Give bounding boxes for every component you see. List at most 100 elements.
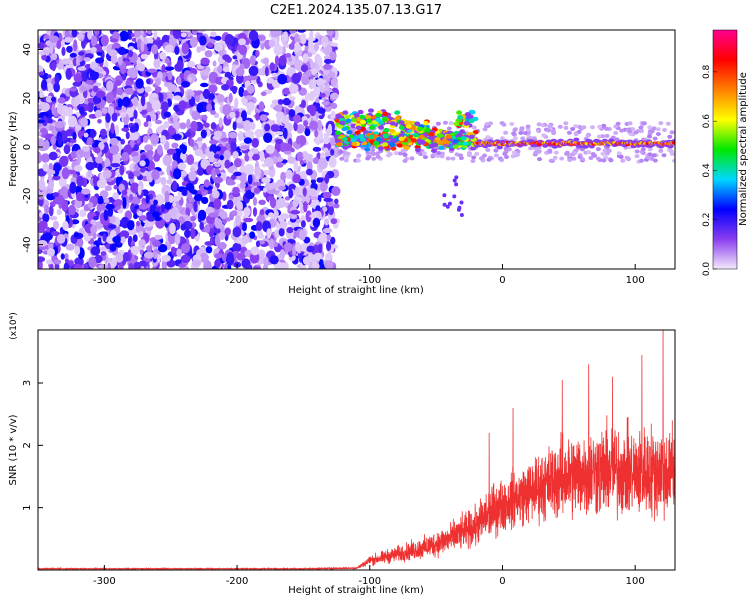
y-tick-label: 2 [22, 442, 33, 448]
heatmap-cell [102, 169, 112, 179]
heatmap-cell [112, 236, 121, 244]
heatmap-cell [398, 125, 405, 130]
heatmap-cell [618, 154, 624, 159]
heatmap-cell [462, 141, 469, 146]
heatmap-cell [283, 150, 291, 155]
heatmap-cell [262, 264, 269, 269]
heatmap-cell [263, 256, 269, 267]
heatmap-cell [71, 219, 80, 225]
heatmap-cell [117, 98, 123, 108]
heatmap-cell [268, 212, 274, 218]
heatmap-cell [422, 155, 428, 160]
heatmap-cell [305, 70, 312, 77]
heatmap-cell [296, 135, 301, 145]
heatmap-cell [601, 123, 607, 128]
heatmap-cell [550, 159, 556, 163]
heatmap-cell [49, 216, 58, 221]
heatmap-cell [613, 130, 619, 135]
heatmap-cell [314, 129, 319, 138]
heatmap-cell [359, 137, 366, 142]
heatmap-cell [51, 61, 56, 72]
heatmap-cell [615, 121, 621, 126]
heatmap-cell [242, 235, 249, 245]
heatmap-cell [90, 246, 101, 256]
heatmap-cell [138, 215, 148, 221]
heatmap-cell [181, 42, 189, 55]
heatmap-cell [509, 122, 515, 126]
heatmap-cell [193, 145, 198, 150]
heatmap-cell [72, 131, 77, 140]
heatmap-cell [318, 232, 329, 244]
x-tick-label: -200 [226, 576, 249, 587]
heatmap-cell [104, 158, 111, 167]
heatmap-cell [375, 154, 381, 159]
heatmap-cell [665, 121, 671, 126]
heatmap-cell [172, 133, 182, 140]
heatmap-cell [468, 118, 475, 124]
heatmap-cell [73, 263, 82, 269]
heatmap-cell [244, 163, 255, 175]
heatmap-cell [75, 124, 82, 131]
heatmap-cell [130, 33, 136, 38]
heatmap-cell [38, 151, 42, 163]
heatmap-cell [224, 227, 231, 236]
heatmap-cell [573, 137, 580, 142]
heatmap-cell [409, 156, 415, 161]
heatmap-cell [164, 201, 172, 210]
heatmap-cell [83, 262, 89, 269]
heatmap-cell [120, 138, 125, 145]
heatmap-cell [74, 232, 79, 237]
heatmap-cell [377, 146, 384, 151]
heatmap-cell [191, 110, 201, 121]
heatmap-cell [69, 181, 77, 194]
heatmap-cell [208, 93, 215, 101]
heatmap-cell [520, 136, 526, 141]
heatmap-cell [236, 238, 242, 244]
heatmap-cell [61, 167, 70, 180]
colorbar-gradient [712, 29, 738, 270]
heatmap-cell [113, 199, 123, 207]
heatmap-cell [151, 112, 157, 122]
heatmap-cell [48, 179, 55, 190]
heatmap-cell [147, 121, 152, 128]
heatmap-cell [81, 146, 91, 152]
heatmap-cell [303, 201, 308, 213]
heatmap-cell [215, 94, 225, 103]
heatmap-cell [239, 63, 245, 70]
heatmap-cell [180, 170, 188, 177]
heatmap-x-axis: -300 -200 -100 0 100 [93, 264, 645, 286]
heatmap-cell [496, 145, 503, 150]
heatmap-cell [88, 256, 97, 269]
heatmap-cell [283, 242, 293, 252]
heatmap-cell [181, 81, 191, 88]
heatmap-cell [255, 221, 263, 232]
heatmap-cell [213, 186, 218, 196]
heatmap-cell [647, 147, 653, 152]
heatmap-cell [110, 38, 118, 43]
heatmap-cell [41, 53, 47, 61]
heatmap-cell [65, 68, 72, 80]
heatmap-cell [167, 232, 177, 244]
heatmap-cell [108, 224, 117, 229]
heatmap-cell [136, 220, 141, 227]
heatmap-cell [503, 130, 509, 135]
heatmap-cell [500, 136, 505, 141]
heatmap-cell [42, 163, 49, 172]
heatmap-cell [111, 112, 118, 122]
heatmap-cell [80, 117, 88, 128]
heatmap-cell [188, 170, 197, 182]
heatmap-cell [262, 170, 271, 176]
heatmap-cell [40, 153, 51, 163]
heatmap-cell [339, 156, 345, 161]
heatmap-cell [620, 158, 626, 163]
heatmap-cell [375, 151, 380, 156]
heatmap-cell [321, 101, 330, 106]
colorbar-tick-label: 0.2 [702, 213, 712, 227]
heatmap-cell [160, 176, 167, 186]
heatmap-cell [264, 123, 271, 132]
heatmap-cell [222, 104, 232, 116]
heatmap-cell [208, 212, 218, 218]
heatmap-cell [232, 86, 237, 94]
heatmap-cell [293, 114, 301, 124]
heatmap-cell [667, 144, 674, 149]
